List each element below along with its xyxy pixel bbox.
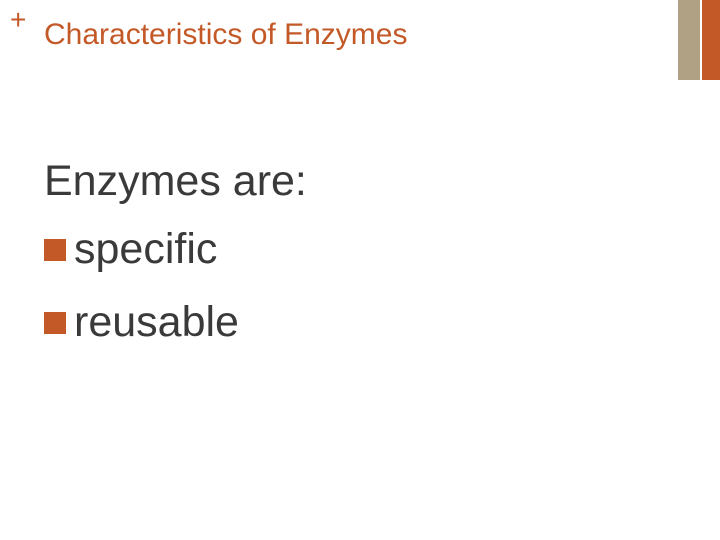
slide-subheading: Enzymes are: bbox=[44, 157, 307, 206]
plus-icon: + bbox=[10, 6, 26, 34]
decor-stripe-rust bbox=[702, 0, 720, 80]
bullet-label: reusable bbox=[74, 301, 239, 344]
bullet-label: specific bbox=[74, 228, 217, 271]
square-bullet-icon bbox=[44, 312, 66, 334]
decor-stripe-tan bbox=[678, 0, 700, 80]
slide-title: Characteristics of Enzymes bbox=[44, 18, 407, 52]
list-item: reusable bbox=[44, 301, 239, 344]
bullet-list: specific reusable bbox=[44, 228, 239, 374]
slide: + Characteristics of Enzymes Enzymes are… bbox=[0, 0, 720, 540]
list-item: specific bbox=[44, 228, 239, 271]
square-bullet-icon bbox=[44, 239, 66, 261]
